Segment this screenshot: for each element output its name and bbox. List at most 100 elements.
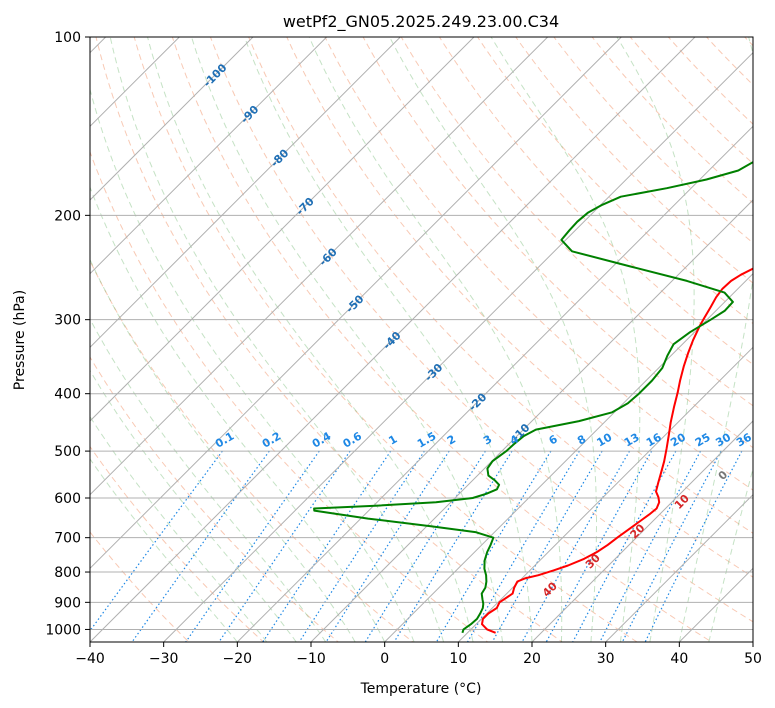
moist-adiabat bbox=[90, 415, 268, 642]
dry-adiabat bbox=[90, 150, 489, 642]
x-tick-label: 50 bbox=[744, 651, 762, 667]
dry-adiabat bbox=[515, 37, 753, 284]
y-tick-label: 900 bbox=[54, 595, 81, 611]
mixing-ratio-line bbox=[185, 450, 320, 642]
dry-adiabat bbox=[438, 37, 753, 366]
dewpoint-profile bbox=[313, 160, 753, 634]
mixing-ratio-line bbox=[364, 450, 486, 642]
grid-lines bbox=[90, 37, 753, 642]
y-tick-label: 100 bbox=[54, 30, 81, 46]
x-tick-label: 20 bbox=[523, 651, 541, 667]
moist-adiabat bbox=[616, 37, 695, 642]
x-tick-label: 40 bbox=[670, 651, 688, 667]
mixing-ratio-line bbox=[435, 450, 552, 642]
dry-adiabat bbox=[591, 37, 753, 204]
moist-adiabat bbox=[109, 37, 445, 642]
dry-adiabat bbox=[400, 37, 753, 407]
mixing-ratio-line bbox=[521, 450, 631, 642]
dry-adiabat bbox=[95, 37, 564, 642]
mixing-ratio-label: 36 bbox=[734, 430, 754, 449]
mixing-ratio-label: 0.4 bbox=[310, 429, 334, 450]
mixing-ratio-line bbox=[218, 450, 351, 642]
adiabat-label: 0 bbox=[716, 468, 731, 483]
mixing-ratio-label: 30 bbox=[713, 430, 733, 449]
y-tick-label: 1000 bbox=[45, 622, 81, 638]
mixing-ratio-line bbox=[131, 450, 270, 642]
isotherm bbox=[310, 199, 753, 642]
mixing-ratio-label: 3 bbox=[481, 433, 494, 448]
x-tick-label: −30 bbox=[149, 651, 179, 667]
isotherm bbox=[90, 37, 328, 275]
isotherm bbox=[90, 37, 622, 570]
mixing-ratio-line bbox=[393, 450, 513, 642]
y-tick-label: 700 bbox=[54, 531, 81, 547]
y-tick-label: 300 bbox=[54, 313, 81, 329]
x-axis-title: Temperature (°C) bbox=[360, 681, 482, 697]
moist-adiabat bbox=[90, 318, 327, 642]
temperature-profile bbox=[481, 267, 753, 634]
mixing-ratio-label: 10 bbox=[595, 430, 615, 449]
chart-title: wetPf2_GN05.2025.249.23.00.C34 bbox=[283, 12, 559, 32]
y-axis-title: Pressure (hPa) bbox=[12, 290, 28, 390]
moist-adiabat bbox=[146, 37, 474, 642]
mixing-ratio-line bbox=[466, 450, 580, 642]
adiabat-label: 20 bbox=[628, 521, 648, 541]
isotherm bbox=[605, 493, 753, 642]
mixing-ratio-label: 13 bbox=[622, 431, 642, 450]
plot-frame bbox=[89, 36, 754, 643]
isotherm bbox=[90, 37, 401, 349]
moist-adiabat bbox=[708, 466, 753, 642]
adiabat-label: 40 bbox=[540, 579, 560, 599]
dry-adiabat bbox=[705, 37, 753, 86]
y-tick-label: 400 bbox=[54, 387, 81, 403]
isotherm bbox=[90, 37, 475, 422]
moist-adiabat bbox=[90, 258, 356, 642]
isotherm bbox=[531, 420, 753, 642]
y-tick-label: 600 bbox=[54, 491, 81, 507]
dry-adiabat bbox=[744, 37, 753, 47]
isotherm bbox=[163, 51, 753, 642]
dry-adiabat bbox=[553, 37, 753, 244]
isotherm-label: -30 bbox=[422, 361, 445, 384]
dry-adiabat bbox=[286, 37, 753, 534]
mixing-ratio-line bbox=[545, 450, 653, 642]
x-tick-label: −10 bbox=[296, 651, 326, 667]
dry-adiabat bbox=[209, 37, 753, 623]
moist-adiabat bbox=[490, 37, 641, 642]
x-tick-label: 30 bbox=[597, 651, 615, 667]
x-tick-label: −40 bbox=[75, 651, 105, 667]
moist-adiabat bbox=[90, 458, 238, 642]
mixing-ratio-label: 1 bbox=[386, 433, 399, 448]
x-tick-label: 10 bbox=[449, 651, 467, 667]
moist-adiabat bbox=[678, 37, 753, 642]
mixing-ratio-label: 0.2 bbox=[260, 430, 283, 451]
mixing-ratio-line bbox=[325, 450, 450, 642]
dry-adiabat bbox=[90, 356, 339, 642]
isotherm bbox=[457, 346, 753, 642]
mixing-ratio-label: 16 bbox=[644, 430, 664, 449]
isotherm bbox=[236, 125, 753, 642]
y-tick-label: 800 bbox=[54, 565, 81, 581]
mixing-ratio-line bbox=[599, 450, 702, 642]
adiabat-label: 10 bbox=[672, 492, 692, 512]
dry-adiabat bbox=[667, 37, 753, 125]
mixing-ratio-line bbox=[491, 450, 603, 642]
mixing-ratio-label: 2 bbox=[445, 433, 458, 448]
adiabat-label: 30 bbox=[583, 551, 603, 571]
dry-adiabat bbox=[171, 37, 713, 642]
moist-adiabat bbox=[388, 37, 597, 642]
moist-adiabat bbox=[308, 37, 563, 642]
mixing-ratio-label: 0.6 bbox=[341, 429, 365, 450]
mixing-ratio-label: 1.5 bbox=[415, 430, 438, 451]
x-tick-label: 0 bbox=[380, 651, 389, 667]
isotherm bbox=[90, 37, 254, 201]
series-lines bbox=[313, 160, 753, 634]
x-axis: −40 −30 −20 −10 0 10 20 30 40 50 bbox=[75, 642, 762, 667]
moist-adiabat bbox=[90, 185, 386, 642]
mixing-ratio-label: 20 bbox=[668, 430, 688, 449]
mixing-ratio-label: 0.1 bbox=[213, 430, 236, 451]
moist-adiabat bbox=[243, 37, 533, 642]
x-tick-label: −20 bbox=[223, 651, 253, 667]
